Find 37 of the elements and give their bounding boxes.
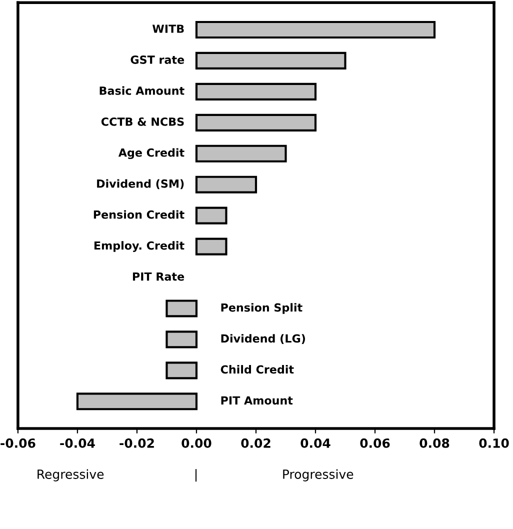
y-tick-label: PIT Amount <box>221 396 293 405</box>
y-tick-label: Pension Credit <box>94 210 184 219</box>
text: | <box>195 469 197 482</box>
bar <box>166 362 198 380</box>
y-tick-label: Basic Amount <box>100 86 184 95</box>
x-tick-label: 0.00 <box>182 438 212 448</box>
bar <box>195 20 436 39</box>
bar <box>166 330 198 348</box>
y-tick-label: PIT Rate <box>132 272 184 281</box>
bar <box>195 238 228 256</box>
x-tick-label: -0.04 <box>60 438 95 448</box>
text: Regressive <box>38 469 104 482</box>
bar <box>195 114 317 132</box>
bar <box>195 52 346 70</box>
y-tick-label: GST rate <box>130 56 184 64</box>
x-tick-label: -0.06 <box>0 438 36 448</box>
x-tick-label: -0.02 <box>120 438 154 448</box>
y-tick-label: Pension Split <box>221 303 302 314</box>
x-tick-label: 0.02 <box>241 438 270 448</box>
bar <box>195 82 317 100</box>
y-tick-label: Dividend (SM) <box>97 179 184 190</box>
y-tick-label: Dividend (LG) <box>221 334 305 344</box>
bar <box>166 300 198 318</box>
bar <box>195 206 228 224</box>
x-tick-label: 0.06 <box>360 438 390 448</box>
text: Progressive <box>283 469 354 482</box>
x-tick-label: 0.10 <box>479 438 509 448</box>
bar <box>195 144 287 162</box>
y-tick-label: Child Credit <box>220 365 294 374</box>
y-tick-label: WITB <box>152 24 184 33</box>
x-tick-label: 0.08 <box>420 438 450 448</box>
bar <box>76 392 198 410</box>
y-tick-label: Employ. Credit <box>94 241 184 252</box>
y-tick-label: Age Credit <box>118 148 184 160</box>
x-tick-label: 0.04 <box>300 438 330 448</box>
y-tick-label: CCTB & NCBS <box>101 117 184 126</box>
bar <box>195 176 258 194</box>
